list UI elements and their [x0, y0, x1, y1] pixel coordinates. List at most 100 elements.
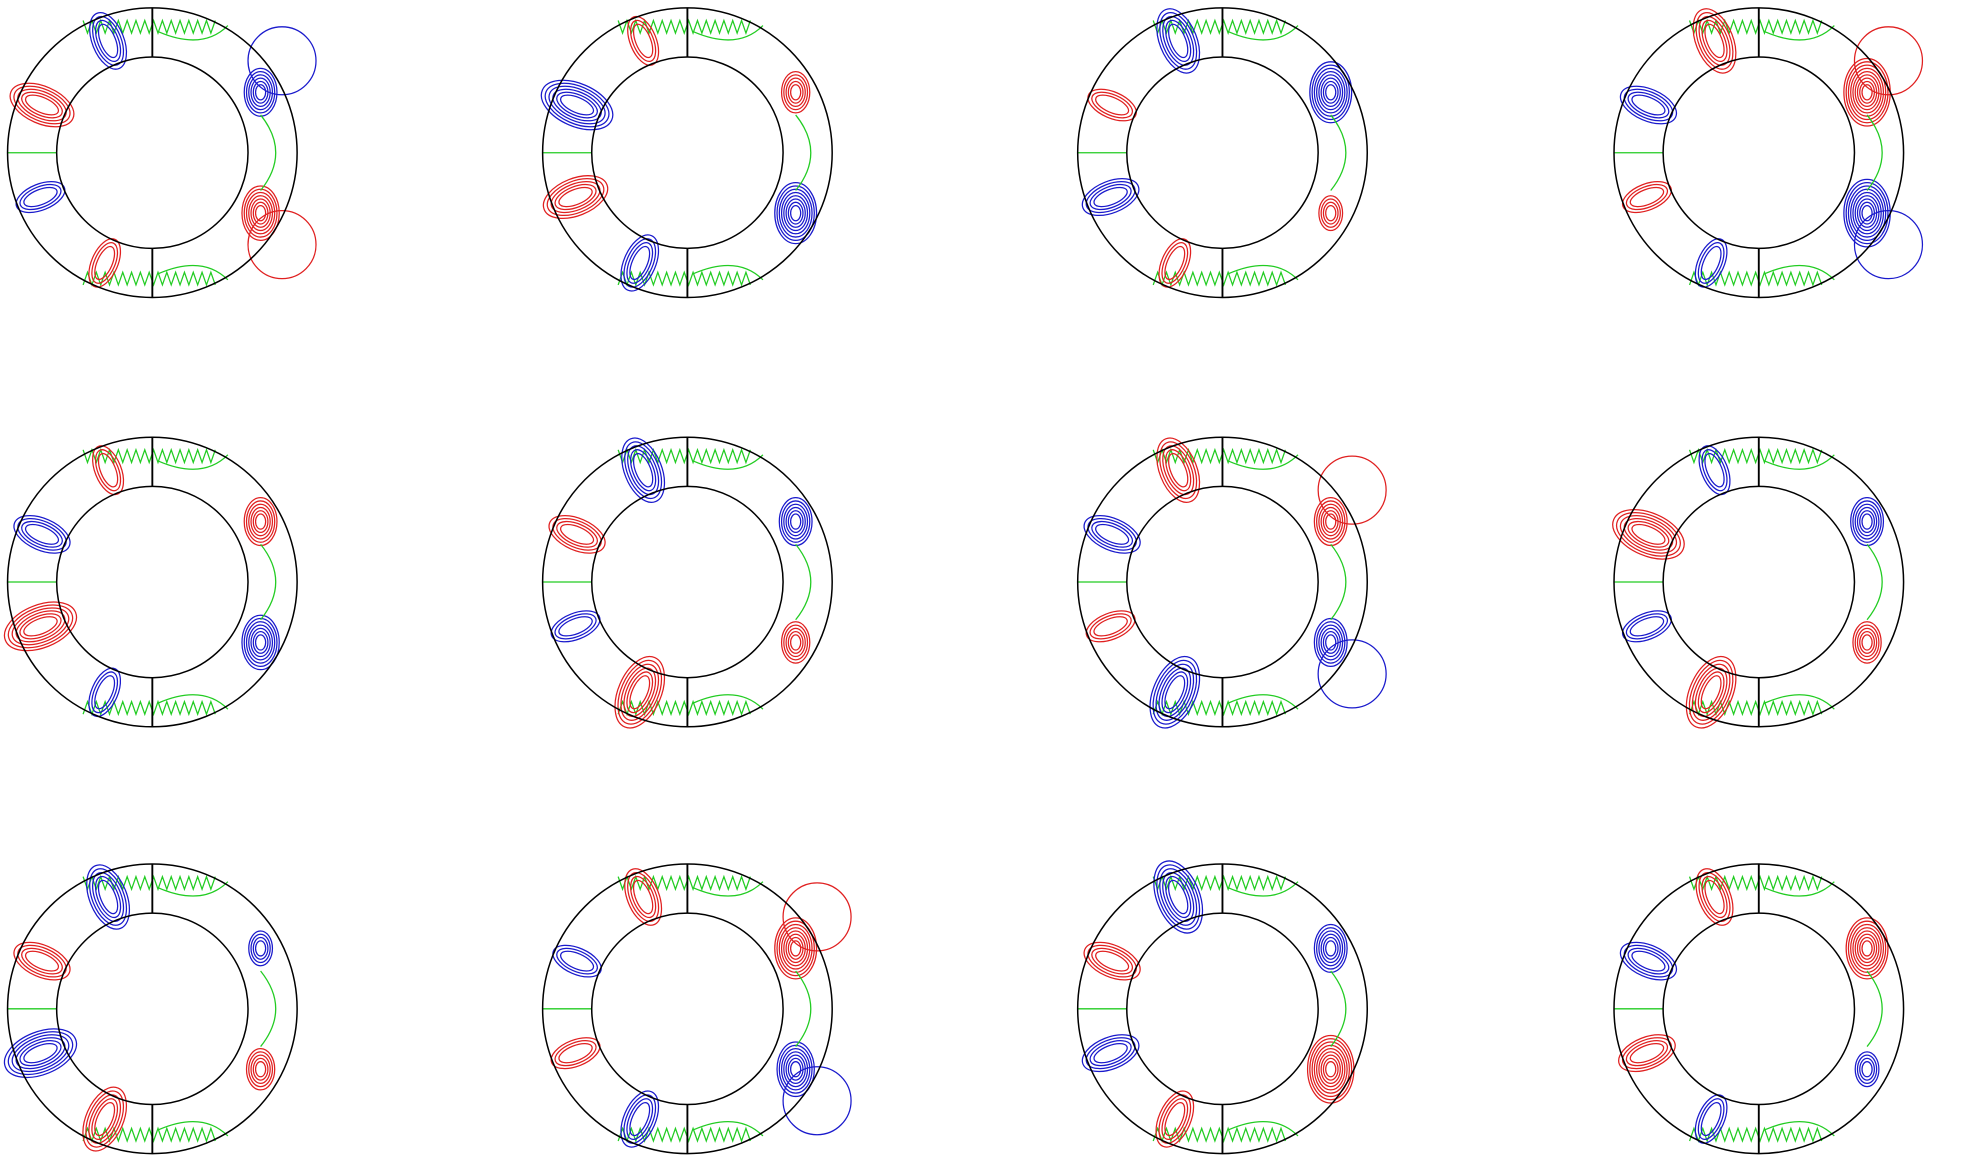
contour	[1621, 180, 1672, 214]
contour	[780, 500, 811, 543]
contour	[245, 500, 276, 543]
contour	[614, 655, 666, 729]
contour	[252, 630, 269, 654]
contour	[89, 12, 128, 70]
inner-boundary	[590, 485, 784, 679]
contour	[632, 879, 654, 915]
contour	[617, 447, 751, 465]
contour	[1316, 1047, 1346, 1091]
contour	[241, 614, 280, 671]
contour	[11, 1034, 70, 1073]
contour	[1159, 441, 1198, 500]
contour	[780, 621, 811, 664]
contour	[97, 452, 119, 488]
contour	[158, 25, 229, 41]
contour	[1325, 513, 1337, 530]
contour	[252, 1057, 269, 1081]
contour	[785, 506, 806, 537]
contour	[24, 94, 60, 116]
contour	[9, 82, 75, 128]
contour	[783, 1051, 809, 1088]
contour	[554, 183, 597, 211]
contour	[783, 930, 809, 967]
contour	[1156, 437, 1201, 503]
contour	[1688, 447, 1823, 465]
contour	[1083, 941, 1141, 981]
contour	[1152, 18, 1287, 36]
panel	[3, 436, 298, 728]
contour	[1313, 617, 1348, 667]
contour	[1330, 970, 1347, 1047]
contour	[626, 242, 654, 284]
contour	[158, 264, 229, 281]
contour	[243, 617, 278, 667]
contour	[91, 242, 119, 284]
panel	[3, 863, 298, 1155]
contour	[1623, 88, 1674, 122]
contour	[1091, 520, 1134, 548]
contour	[250, 627, 271, 658]
contour	[1093, 186, 1128, 208]
contour	[626, 1098, 654, 1140]
contour	[1695, 868, 1734, 926]
contour	[790, 634, 802, 651]
contour	[617, 1126, 751, 1143]
contour	[1845, 61, 1889, 124]
contour	[1852, 927, 1882, 970]
contour	[1159, 12, 1198, 70]
contour	[790, 1061, 802, 1078]
inner-boundary	[1662, 485, 1856, 679]
contour	[1852, 71, 1882, 114]
contour	[1859, 510, 1875, 534]
contour	[1093, 1042, 1128, 1064]
contour	[1847, 920, 1887, 977]
contour	[82, 874, 216, 892]
contour	[260, 543, 277, 621]
contour	[248, 624, 274, 661]
contour	[1700, 675, 1722, 710]
inner-boundary	[590, 912, 784, 1106]
contour	[1089, 183, 1132, 211]
field-line	[247, 26, 317, 96]
contour	[1168, 452, 1189, 488]
contour	[1152, 447, 1287, 465]
contour	[1861, 940, 1873, 957]
panel	[541, 436, 833, 729]
contour	[3, 601, 78, 652]
contour	[1764, 694, 1835, 710]
contour	[245, 191, 276, 235]
contour	[1694, 667, 1728, 718]
contour	[544, 82, 610, 128]
contour	[556, 520, 598, 548]
contour	[1700, 245, 1722, 281]
contour	[787, 510, 804, 534]
contour	[1149, 655, 1201, 729]
contour	[1085, 610, 1136, 643]
contour	[1164, 245, 1186, 281]
contour	[85, 1090, 125, 1148]
contour	[15, 1037, 66, 1070]
contour	[1325, 204, 1337, 222]
contour	[1311, 1041, 1350, 1098]
contour	[1688, 270, 1823, 287]
contour	[1152, 659, 1198, 725]
contour	[89, 868, 128, 926]
contour	[1631, 523, 1666, 545]
contour	[542, 175, 609, 219]
contour	[1697, 242, 1725, 284]
contour	[550, 180, 601, 214]
contour	[780, 927, 811, 970]
contour	[1325, 940, 1337, 957]
contour	[778, 497, 813, 547]
contour	[1318, 74, 1344, 111]
contour	[1697, 1098, 1725, 1140]
contour	[780, 1047, 811, 1091]
contour	[1698, 445, 1731, 496]
contour	[1156, 864, 1201, 930]
contour	[778, 1044, 813, 1094]
contour	[785, 77, 806, 108]
contour	[1162, 445, 1195, 496]
contour	[1856, 1054, 1878, 1084]
contour	[620, 234, 660, 292]
contour	[1764, 25, 1835, 41]
